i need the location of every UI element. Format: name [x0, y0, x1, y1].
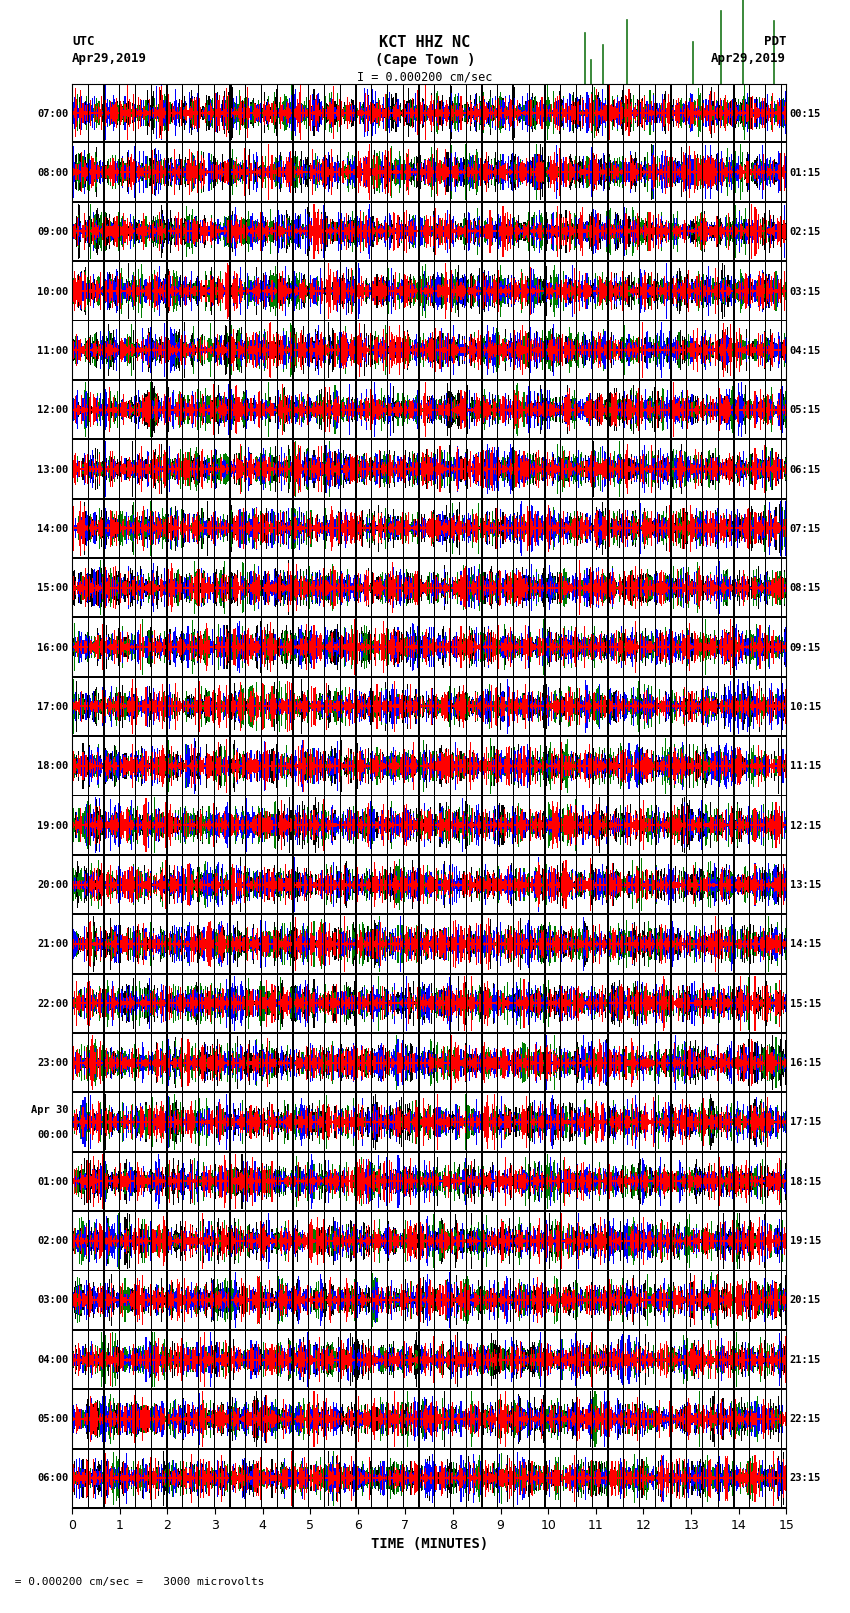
Text: 23:15: 23:15	[790, 1474, 821, 1484]
Text: 08:00: 08:00	[37, 168, 69, 177]
Text: Apr29,2019: Apr29,2019	[711, 52, 786, 65]
Text: 07:00: 07:00	[37, 108, 69, 118]
Text: 22:15: 22:15	[790, 1415, 821, 1424]
Text: 00:15: 00:15	[790, 108, 821, 118]
Text: KCT HHZ NC: KCT HHZ NC	[379, 35, 471, 50]
Text: 12:00: 12:00	[37, 405, 69, 415]
Text: I = 0.000200 cm/sec: I = 0.000200 cm/sec	[357, 71, 493, 84]
Text: 21:15: 21:15	[790, 1355, 821, 1365]
Text: 23:00: 23:00	[37, 1058, 69, 1068]
Text: 11:00: 11:00	[37, 345, 69, 356]
Text: 14:00: 14:00	[37, 524, 69, 534]
Text: 09:00: 09:00	[37, 227, 69, 237]
Text: 04:00: 04:00	[37, 1355, 69, 1365]
Text: 03:15: 03:15	[790, 287, 821, 297]
Text: 16:15: 16:15	[790, 1058, 821, 1068]
Text: Apr29,2019: Apr29,2019	[72, 52, 147, 65]
Text: 03:00: 03:00	[37, 1295, 69, 1305]
Text: 13:00: 13:00	[37, 465, 69, 474]
Text: 02:00: 02:00	[37, 1236, 69, 1247]
Text: 10:15: 10:15	[790, 702, 821, 711]
Text: 01:15: 01:15	[790, 168, 821, 177]
Text: 13:15: 13:15	[790, 881, 821, 890]
Text: 16:00: 16:00	[37, 642, 69, 653]
Text: 07:15: 07:15	[790, 524, 821, 534]
Text: 06:15: 06:15	[790, 465, 821, 474]
Text: 19:15: 19:15	[790, 1236, 821, 1247]
Text: Apr 30: Apr 30	[31, 1105, 69, 1115]
Text: 06:00: 06:00	[37, 1474, 69, 1484]
Text: = 0.000200 cm/sec =   3000 microvolts: = 0.000200 cm/sec = 3000 microvolts	[8, 1578, 265, 1587]
Text: 17:00: 17:00	[37, 702, 69, 711]
X-axis label: TIME (MINUTES): TIME (MINUTES)	[371, 1537, 488, 1552]
Text: (Cape Town ): (Cape Town )	[375, 53, 475, 68]
Text: 01:00: 01:00	[37, 1177, 69, 1187]
Text: 15:15: 15:15	[790, 998, 821, 1008]
Text: 05:15: 05:15	[790, 405, 821, 415]
Text: 17:15: 17:15	[790, 1118, 821, 1127]
Text: 20:00: 20:00	[37, 881, 69, 890]
Text: UTC: UTC	[72, 35, 94, 48]
Text: 09:15: 09:15	[790, 642, 821, 653]
Text: 04:15: 04:15	[790, 345, 821, 356]
Text: 12:15: 12:15	[790, 821, 821, 831]
Text: 05:00: 05:00	[37, 1415, 69, 1424]
Text: 14:15: 14:15	[790, 939, 821, 950]
Text: 11:15: 11:15	[790, 761, 821, 771]
Text: 18:15: 18:15	[790, 1177, 821, 1187]
Text: PDT: PDT	[764, 35, 786, 48]
Text: 02:15: 02:15	[790, 227, 821, 237]
Text: 21:00: 21:00	[37, 939, 69, 950]
Text: 10:00: 10:00	[37, 287, 69, 297]
Text: 00:00: 00:00	[37, 1129, 69, 1139]
Text: 22:00: 22:00	[37, 998, 69, 1008]
Text: 19:00: 19:00	[37, 821, 69, 831]
Text: 15:00: 15:00	[37, 584, 69, 594]
Text: 18:00: 18:00	[37, 761, 69, 771]
Text: 20:15: 20:15	[790, 1295, 821, 1305]
Text: 08:15: 08:15	[790, 584, 821, 594]
